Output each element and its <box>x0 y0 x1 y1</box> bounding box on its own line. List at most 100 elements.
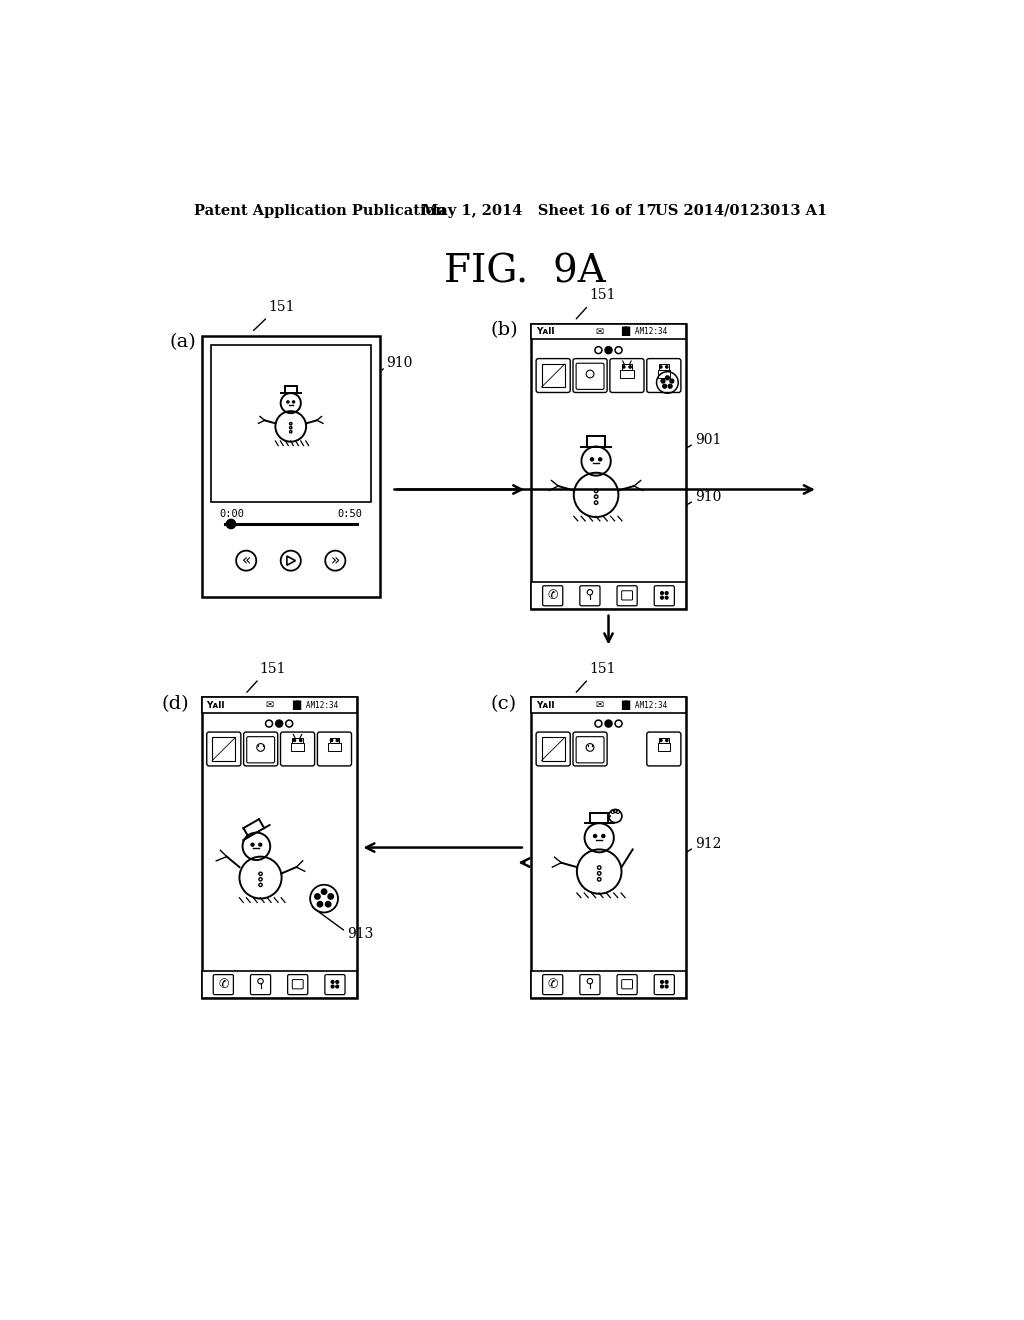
Circle shape <box>336 985 339 987</box>
Circle shape <box>662 379 665 383</box>
Circle shape <box>659 366 663 368</box>
Bar <box>531 323 686 339</box>
Bar <box>202 697 356 713</box>
Circle shape <box>660 985 664 987</box>
Text: (b): (b) <box>490 322 518 339</box>
Circle shape <box>287 401 289 403</box>
Text: 910: 910 <box>386 356 413 370</box>
Circle shape <box>670 379 674 383</box>
FancyBboxPatch shape <box>573 733 607 766</box>
Text: Yᴀll: Yᴀll <box>536 701 554 710</box>
Text: 913: 913 <box>347 927 374 941</box>
Circle shape <box>669 384 672 388</box>
Circle shape <box>317 902 323 907</box>
Bar <box>621 370 634 378</box>
Bar <box>531 697 686 713</box>
Circle shape <box>605 347 612 354</box>
Text: «: « <box>242 553 251 568</box>
FancyBboxPatch shape <box>288 974 308 995</box>
FancyBboxPatch shape <box>247 737 274 763</box>
FancyBboxPatch shape <box>537 733 570 766</box>
Text: 910: 910 <box>695 490 722 504</box>
Bar <box>658 738 669 743</box>
Circle shape <box>599 458 602 461</box>
Circle shape <box>594 834 597 837</box>
Circle shape <box>293 739 296 742</box>
Bar <box>291 743 304 751</box>
Text: 151: 151 <box>260 661 287 676</box>
Circle shape <box>591 458 594 461</box>
Bar <box>330 738 339 743</box>
Text: US 2014/0123013 A1: US 2014/0123013 A1 <box>655 203 827 218</box>
Text: 0:00: 0:00 <box>219 510 245 519</box>
Circle shape <box>259 843 262 846</box>
Bar <box>622 364 632 370</box>
Bar <box>329 743 341 751</box>
Circle shape <box>275 721 283 727</box>
Text: 912: 912 <box>695 837 722 850</box>
Circle shape <box>666 591 668 594</box>
Circle shape <box>300 739 302 742</box>
Bar <box>202 697 356 998</box>
Text: 151: 151 <box>268 300 294 314</box>
Text: Patent Application Publication: Patent Application Publication <box>194 203 445 218</box>
Text: ✉: ✉ <box>595 700 603 710</box>
Text: ✆: ✆ <box>218 978 228 991</box>
Text: ✆: ✆ <box>548 589 558 602</box>
Text: ██ AM12:34: ██ AM12:34 <box>621 701 668 710</box>
Circle shape <box>623 366 625 368</box>
Circle shape <box>331 981 334 983</box>
FancyBboxPatch shape <box>617 974 637 995</box>
Circle shape <box>322 888 327 895</box>
Bar <box>531 970 686 998</box>
FancyBboxPatch shape <box>610 359 644 392</box>
Circle shape <box>251 843 254 846</box>
Bar <box>212 738 236 760</box>
Circle shape <box>331 985 334 987</box>
Text: »: » <box>331 553 340 568</box>
FancyBboxPatch shape <box>573 359 607 392</box>
Circle shape <box>666 376 670 380</box>
Circle shape <box>293 401 295 403</box>
Bar <box>202 970 356 998</box>
Circle shape <box>660 591 664 594</box>
Text: 151: 151 <box>589 288 615 302</box>
Bar <box>657 370 670 378</box>
Circle shape <box>331 739 333 742</box>
FancyBboxPatch shape <box>654 974 675 995</box>
FancyBboxPatch shape <box>292 979 303 989</box>
FancyBboxPatch shape <box>213 974 233 995</box>
FancyBboxPatch shape <box>647 733 681 766</box>
FancyBboxPatch shape <box>281 733 314 766</box>
Bar <box>531 582 686 609</box>
Text: 901: 901 <box>695 433 722 446</box>
FancyBboxPatch shape <box>325 974 345 995</box>
Circle shape <box>314 894 321 899</box>
FancyBboxPatch shape <box>543 974 563 995</box>
Circle shape <box>666 597 668 599</box>
Circle shape <box>666 981 668 983</box>
FancyBboxPatch shape <box>580 974 600 995</box>
FancyBboxPatch shape <box>317 733 351 766</box>
Bar <box>531 323 686 609</box>
Text: May 1, 2014   Sheet 16 of 17: May 1, 2014 Sheet 16 of 17 <box>423 203 657 218</box>
Circle shape <box>659 739 663 742</box>
FancyBboxPatch shape <box>577 737 604 763</box>
FancyBboxPatch shape <box>580 586 600 606</box>
FancyBboxPatch shape <box>251 974 270 995</box>
Bar <box>211 345 371 502</box>
Circle shape <box>666 739 668 742</box>
FancyBboxPatch shape <box>622 591 633 601</box>
FancyBboxPatch shape <box>617 586 637 606</box>
Bar <box>542 364 565 387</box>
Text: (c): (c) <box>490 694 517 713</box>
FancyBboxPatch shape <box>622 979 633 989</box>
Text: Yᴀll: Yᴀll <box>206 701 225 710</box>
Circle shape <box>605 721 612 727</box>
Circle shape <box>602 834 605 837</box>
Bar <box>202 335 380 598</box>
Text: ██ AM12:34: ██ AM12:34 <box>621 327 668 337</box>
Circle shape <box>336 739 339 742</box>
Circle shape <box>326 902 331 907</box>
FancyBboxPatch shape <box>654 586 675 606</box>
